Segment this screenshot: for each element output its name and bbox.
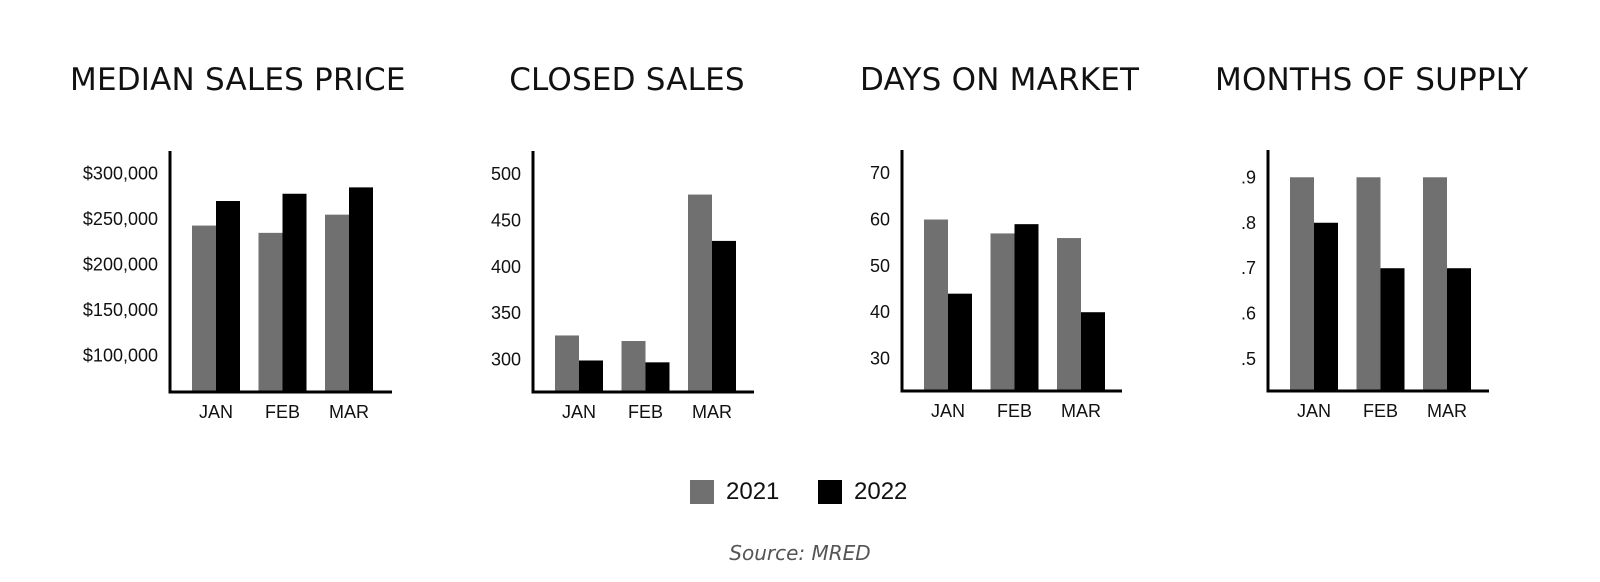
y-tick-label: .5 — [1241, 349, 1256, 369]
bar-2021-feb — [621, 341, 646, 392]
bar-chart-days-on-market: JAN FEB MAR 30 40 50 60 70 — [870, 150, 1122, 421]
legend-label-2022: 2022 — [854, 478, 908, 505]
y-tick-label: $200,000 — [83, 255, 158, 275]
y-tick-label: 350 — [491, 303, 521, 323]
bar-2022-mar — [1447, 268, 1471, 391]
legend: 2021 2022 — [0, 478, 1600, 508]
y-tick-label: .8 — [1241, 213, 1256, 233]
bar-2022-jan — [579, 360, 603, 392]
y-tick-label: 400 — [491, 257, 521, 277]
y-tick-label: 30 — [870, 349, 890, 369]
x-tick-label: JAN — [562, 402, 596, 422]
bar-2022-jan — [216, 201, 240, 392]
bar-2022-feb — [282, 193, 307, 392]
bar-2021-mar — [325, 214, 349, 392]
x-tick-label: MAR — [692, 402, 732, 422]
bar-2022-jan — [948, 293, 972, 391]
y-tick-label: .9 — [1241, 167, 1256, 187]
bar-2021-jan — [555, 335, 579, 392]
legend-item-2021: 2021 — [690, 478, 779, 506]
bar-2022-feb — [1014, 224, 1039, 391]
bar-chart-median-sales-price: JAN FEB MAR $100,000 $150,000 $200,000 $250,00… — [83, 151, 392, 422]
y-tick-label: $250,000 — [83, 209, 158, 229]
bar-2021-jan — [1290, 177, 1314, 391]
bar-2022-mar — [712, 240, 736, 392]
chart-panel-median-sales-price: MEDIAN SALES PRICE JAN FEB MAR $100,000 $150… — [70, 0, 405, 440]
chart-title: MONTHS OF SUPPLY — [1215, 62, 1529, 98]
bar-2021-mar — [688, 194, 712, 392]
x-tick-label: FEB — [997, 401, 1032, 421]
bar-2021-mar — [1057, 238, 1081, 391]
legend-swatch-2021 — [690, 480, 714, 504]
x-tick-label: JAN — [199, 402, 233, 422]
chart-panel-days-on-market: DAYS ON MARKET JAN FEB MAR 30 40 50 60 70 — [860, 0, 1140, 440]
y-tick-label: 60 — [870, 210, 890, 230]
chart-panel-closed-sales: CLOSED SALES JAN FEB MAR 300 350 400 450 500 — [462, 0, 792, 440]
x-tick-label: MAR — [329, 402, 369, 422]
y-tick-label: 50 — [870, 256, 890, 276]
legend-label-2021: 2021 — [726, 478, 780, 505]
y-tick-label: 300 — [491, 350, 521, 370]
chart-title: CLOSED SALES — [509, 62, 745, 98]
bar-2021-mar — [1423, 177, 1447, 391]
x-tick-label: FEB — [1363, 401, 1398, 421]
bar-2022-mar — [1081, 312, 1105, 391]
bar-2021-feb — [1356, 177, 1381, 391]
bar-2022-feb — [645, 362, 670, 392]
chart-title: MEDIAN SALES PRICE — [70, 62, 406, 98]
x-tick-label: MAR — [1061, 401, 1101, 421]
y-tick-label: 70 — [870, 163, 890, 183]
source-note: Source: MRED — [729, 541, 871, 565]
y-tick-label: .6 — [1241, 304, 1256, 324]
bar-2021-jan — [192, 225, 216, 392]
bar-2022-jan — [1314, 222, 1338, 391]
y-tick-label: 40 — [870, 302, 890, 322]
bar-chart-months-of-supply: JAN FEB MAR .5 .6 .7 .8 .9 — [1241, 150, 1489, 421]
chart-title: DAYS ON MARKET — [860, 62, 1140, 98]
x-tick-label: FEB — [265, 402, 300, 422]
bar-2022-mar — [349, 187, 373, 392]
y-tick-label: 500 — [491, 164, 521, 184]
y-tick-label: $300,000 — [83, 164, 158, 184]
bar-2021-feb — [258, 232, 283, 392]
x-tick-label: MAR — [1427, 401, 1467, 421]
y-tick-label: .7 — [1241, 258, 1256, 278]
bar-2021-jan — [924, 219, 948, 391]
bar-2022-feb — [1380, 268, 1405, 391]
legend-item-2022: 2022 — [818, 478, 907, 506]
x-tick-label: JAN — [931, 401, 965, 421]
y-tick-label: $150,000 — [83, 300, 158, 320]
y-tick-label: 450 — [491, 211, 521, 231]
chart-panel-months-of-supply: MONTHS OF SUPPLY JAN FEB MAR .5 .6 .7 .8 .9 — [1215, 0, 1529, 440]
bar-chart-closed-sales: JAN FEB MAR 300 350 400 450 500 — [491, 151, 754, 422]
bar-2021-feb — [990, 233, 1015, 391]
y-tick-label: $100,000 — [83, 346, 158, 366]
legend-swatch-2022 — [818, 480, 842, 504]
x-tick-label: JAN — [1297, 401, 1331, 421]
x-tick-label: FEB — [628, 402, 663, 422]
